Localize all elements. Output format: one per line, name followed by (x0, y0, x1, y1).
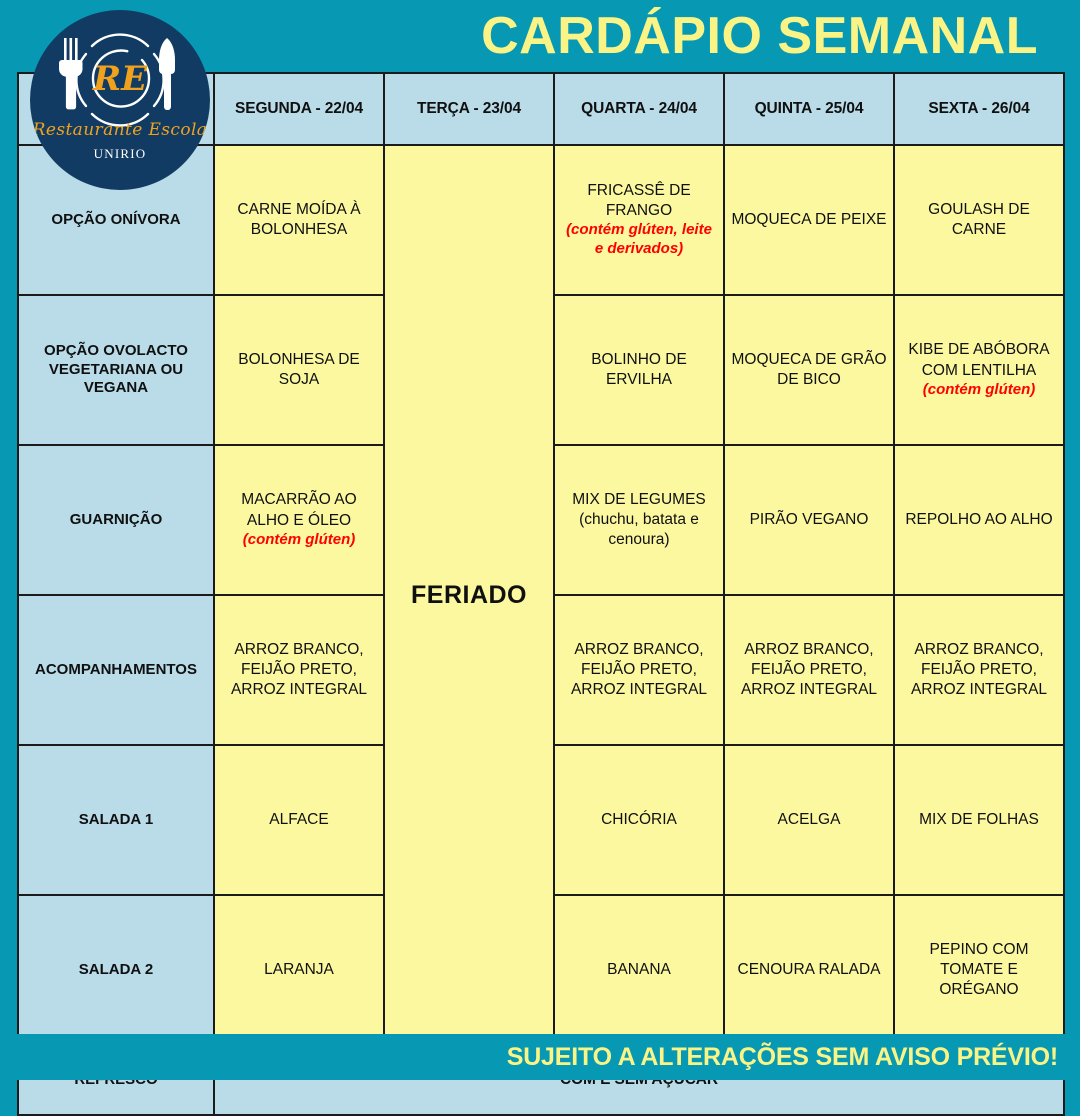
dish-name: MIX DE FOLHAS (919, 810, 1039, 828)
day-header-quarta: QUARTA - 24/04 (553, 72, 725, 146)
allergen-note: (contém glúten) (922, 380, 1036, 398)
menu-table-container: SEGUNDA - 22/04 TERÇA - 23/04 QUARTA - 2… (17, 72, 1065, 1116)
dish-name: MIX DE LEGUMES (chuchu, batata e cenoura… (572, 490, 706, 549)
allergen-note: (contém glúten, leite e derivados) (566, 221, 712, 258)
day-header-quinta: QUINTA - 25/04 (723, 72, 895, 146)
menu-cell-guarnicao-quarta: MIX DE LEGUMES (chuchu, batata e cenoura… (553, 444, 725, 596)
dish-name: ALFACE (269, 810, 329, 828)
dish-name: LARANJA (264, 960, 334, 978)
disclaimer-notice: SUJEITO A ALTERAÇÕES SEM AVISO PRÉVIO! (506, 1042, 1058, 1071)
dish-name: BOLONHESA DE SOJA (238, 350, 360, 388)
menu-cell-salada2-quarta: BANANA (553, 894, 725, 1046)
menu-cell-salada1-segunda: ALFACE (213, 744, 385, 896)
menu-cell-salada2-segunda: LARANJA (213, 894, 385, 1046)
dish-name: CENOURA RALADA (737, 960, 881, 978)
logo-monogram: RE (92, 59, 148, 99)
dish-name: MOQUECA DE GRÃO DE BICO (731, 350, 887, 388)
menu-cell-salada1-sexta: MIX DE FOLHAS (893, 744, 1065, 896)
holiday-cell-terca: FERIADO (383, 144, 555, 1046)
table-row: SALADA 2 LARANJA BANANA CENOURA RALADA P… (17, 894, 1065, 1046)
dish-name: CHICÓRIA (601, 810, 677, 828)
table-row: SALADA 1 ALFACE CHICÓRIA ACELGA MIX DE F… (17, 744, 1065, 896)
day-header-terca: TERÇA - 23/04 (383, 72, 555, 146)
row-label-salada-2: SALADA 2 (17, 894, 215, 1046)
menu-cell-salada2-sexta: PEPINO COM TOMATE E ORÉGANO (893, 894, 1065, 1046)
menu-cell-acompanhamentos-sexta: ARROZ BRANCO, FEIJÃO PRETO, ARROZ INTEGR… (893, 594, 1065, 746)
dish-name: GOULASH DE CARNE (928, 200, 1030, 238)
menu-cell-salada2-quinta: CENOURA RALADA (723, 894, 895, 1046)
knife-icon (159, 38, 175, 110)
dish-name: KIBE DE ABÓBORA COM LENTILHA (908, 341, 1050, 379)
menu-cell-vegetariana-quinta: MOQUECA DE GRÃO DE BICO (723, 294, 895, 446)
dish-name: CARNE MOÍDA À BOLONHESA (237, 200, 361, 238)
menu-cell-acompanhamentos-quarta: ARROZ BRANCO, FEIJÃO PRETO, ARROZ INTEGR… (553, 594, 725, 746)
dish-name: ACELGA (777, 810, 841, 828)
menu-cell-vegetariana-segunda: BOLONHESA DE SOJA (213, 294, 385, 446)
dish-name: ARROZ BRANCO, FEIJÃO PRETO, ARROZ INTEGR… (570, 640, 708, 699)
menu-cell-salada1-quarta: CHICÓRIA (553, 744, 725, 896)
table-row: OPÇÃO OVOLACTO VEGETARIANA OU VEGANA BOL… (17, 294, 1065, 446)
day-header-sexta: SEXTA - 26/04 (893, 72, 1065, 146)
menu-cell-vegetariana-sexta: KIBE DE ABÓBORA COM LENTILHA (contém glú… (893, 294, 1065, 446)
allergen-note: (contém glúten) (242, 530, 356, 548)
menu-cell-guarnicao-sexta: REPOLHO AO ALHO (893, 444, 1065, 596)
menu-cell-onivora-sexta: GOULASH DE CARNE (893, 144, 1065, 296)
logo-graphic: RE (59, 33, 175, 127)
logo-script-name: Restaurante Escola (32, 120, 208, 140)
dish-name: ARROZ BRANCO, FEIJÃO PRETO, ARROZ INTEGR… (740, 640, 878, 699)
table-row: GUARNIÇÃO MACARRÃO AO ALHO E ÓLEO (conté… (17, 444, 1065, 596)
menu-cell-vegetariana-quarta: BOLINHO DE ERVILHA (553, 294, 725, 446)
menu-cell-acompanhamentos-quinta: ARROZ BRANCO, FEIJÃO PRETO, ARROZ INTEGR… (723, 594, 895, 746)
menu-cell-guarnicao-quinta: PIRÃO VEGANO (723, 444, 895, 596)
row-label-salada-1: SALADA 1 (17, 744, 215, 896)
dish-name: MACARRÃO AO ALHO E ÓLEO (241, 491, 357, 529)
row-label-acompanhamentos: ACOMPANHAMENTOS (17, 594, 215, 746)
row-label-guarnicao: GUARNIÇÃO (17, 444, 215, 596)
fork-icon (59, 38, 83, 110)
weekly-menu-table: SEGUNDA - 22/04 TERÇA - 23/04 QUARTA - 2… (17, 72, 1065, 1116)
row-label-vegetariana: OPÇÃO OVOLACTO VEGETARIANA OU VEGANA (17, 294, 215, 446)
dish-name: BANANA (607, 960, 671, 978)
table-row: ACOMPANHAMENTOS ARROZ BRANCO, FEIJÃO PRE… (17, 594, 1065, 746)
table-row: OPÇÃO ONÍVORA CARNE MOÍDA À BOLONHESA FE… (17, 144, 1065, 1046)
dish-name: PIRÃO VEGANO (749, 510, 869, 528)
dish-name: BOLINHO DE ERVILHA (591, 350, 687, 388)
dish-name: REPOLHO AO ALHO (905, 510, 1053, 528)
dish-name: PEPINO COM TOMATE E ORÉGANO (929, 940, 1029, 999)
menu-cell-guarnicao-segunda: MACARRÃO AO ALHO E ÓLEO (contém glúten) (213, 444, 385, 596)
plate-icon (75, 33, 165, 127)
dish-name: ARROZ BRANCO, FEIJÃO PRETO, ARROZ INTEGR… (910, 640, 1048, 699)
restaurante-escola-logo: RE Restaurante Escola UNIRIO (30, 10, 210, 190)
menu-cell-onivora-quarta: FRICASSÊ DE FRANGO (contém glúten, leite… (553, 144, 725, 296)
dish-name: FRICASSÊ DE FRANGO (587, 182, 691, 220)
day-header-segunda: SEGUNDA - 22/04 (213, 72, 385, 146)
menu-cell-onivora-quinta: MOQUECA DE PEIXE (723, 144, 895, 296)
menu-cell-onivora-segunda: CARNE MOÍDA À BOLONHESA (213, 144, 385, 296)
dish-name: MOQUECA DE PEIXE (731, 210, 887, 228)
footer-band: SUJEITO A ALTERAÇÕES SEM AVISO PRÉVIO! (0, 1034, 1080, 1080)
menu-cell-acompanhamentos-segunda: ARROZ BRANCO, FEIJÃO PRETO, ARROZ INTEGR… (213, 594, 385, 746)
logo-institution: UNIRIO (93, 146, 147, 161)
dish-name: ARROZ BRANCO, FEIJÃO PRETO, ARROZ INTEGR… (230, 640, 368, 699)
page-title: CARDÁPIO SEMANAL (481, 7, 1038, 65)
menu-cell-salada1-quinta: ACELGA (723, 744, 895, 896)
